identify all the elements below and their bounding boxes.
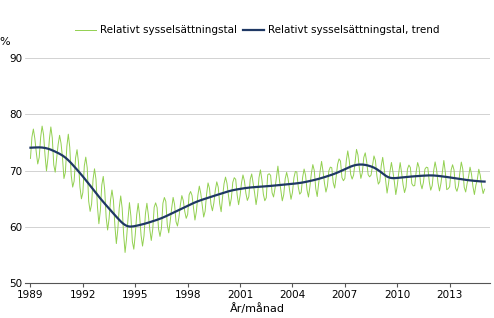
Relativt sysselsättningstal	[387, 169, 393, 173]
Relativt sysselsättningstal, trend	[482, 180, 488, 183]
Text: %: %	[0, 37, 10, 47]
Relativt sysselsättningstal, trend	[128, 225, 134, 228]
Line: Relativt sysselsättningstal, trend: Relativt sysselsättningstal, trend	[31, 147, 485, 226]
X-axis label: År/månad: År/månad	[230, 303, 285, 314]
Relativt sysselsättningstal	[28, 156, 34, 160]
Relativt sysselsättningstal, trend	[349, 164, 355, 168]
Relativt sysselsättningstal	[453, 186, 458, 190]
Legend: Relativt sysselsättningstal, Relativt sysselsättningstal, trend: Relativt sysselsättningstal, Relativt sy…	[71, 21, 444, 39]
Relativt sysselsättningstal	[122, 251, 128, 254]
Relativt sysselsättningstal	[174, 224, 180, 228]
Relativt sysselsättningstal	[349, 177, 355, 181]
Relativt sysselsättningstal, trend	[36, 145, 42, 149]
Relativt sysselsättningstal, trend	[387, 176, 393, 180]
Relativt sysselsättningstal	[482, 187, 488, 191]
Relativt sysselsättningstal, trend	[153, 218, 159, 222]
Line: Relativt sysselsättningstal: Relativt sysselsättningstal	[31, 126, 485, 252]
Relativt sysselsättningstal, trend	[42, 146, 48, 150]
Relativt sysselsättningstal, trend	[453, 176, 458, 180]
Relativt sysselsättningstal	[39, 124, 45, 128]
Relativt sysselsättningstal, trend	[28, 146, 34, 149]
Relativt sysselsättningstal	[42, 153, 48, 157]
Relativt sysselsättningstal	[153, 201, 159, 205]
Relativt sysselsättningstal, trend	[174, 209, 180, 213]
